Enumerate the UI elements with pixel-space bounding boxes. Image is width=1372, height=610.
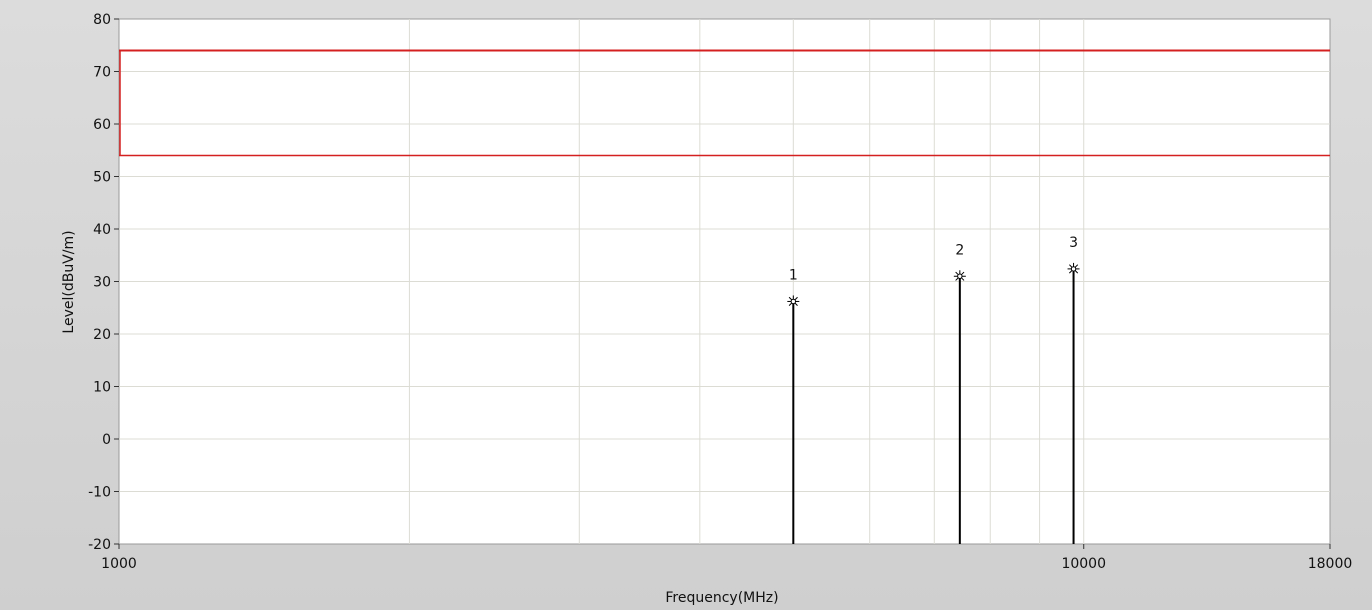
y-tick-label: 40 — [93, 222, 111, 238]
markers: 1 2 3 — [787, 235, 1080, 544]
x-tick-label: 10000 — [1061, 556, 1106, 572]
y-tick-label: 0 — [102, 432, 111, 448]
marker-star-icon — [787, 295, 800, 308]
y-tick-label: -10 — [88, 485, 111, 501]
y-tick-label: 50 — [93, 170, 111, 186]
x-axis-ticks: 1000 10000 18000 — [101, 544, 1352, 572]
y-axis-title: Level(dBuV/m) — [61, 230, 77, 333]
marker-label: 2 — [955, 242, 964, 258]
y-tick-label: -20 — [88, 537, 111, 553]
marker-label: 3 — [1069, 235, 1078, 251]
x-axis-title: Frequency(MHz) — [665, 590, 778, 606]
y-tick-label: 60 — [93, 117, 111, 133]
y-tick-label: 80 — [93, 12, 111, 28]
marker-star-icon — [1067, 262, 1080, 275]
marker-label: 1 — [789, 267, 798, 283]
y-axis-ticks: -20 -10 0 10 20 30 40 50 60 70 80 — [88, 12, 119, 553]
y-tick-label: 30 — [93, 275, 111, 291]
y-tick-label: 20 — [93, 327, 111, 343]
grid — [119, 19, 1330, 544]
x-tick-label: 1000 — [101, 556, 137, 572]
limit-lines — [119, 49, 1330, 157]
marker-star-icon — [953, 270, 966, 283]
y-tick-label: 70 — [93, 65, 111, 81]
y-tick-label: 10 — [93, 380, 111, 396]
x-tick-label: 18000 — [1308, 556, 1353, 572]
